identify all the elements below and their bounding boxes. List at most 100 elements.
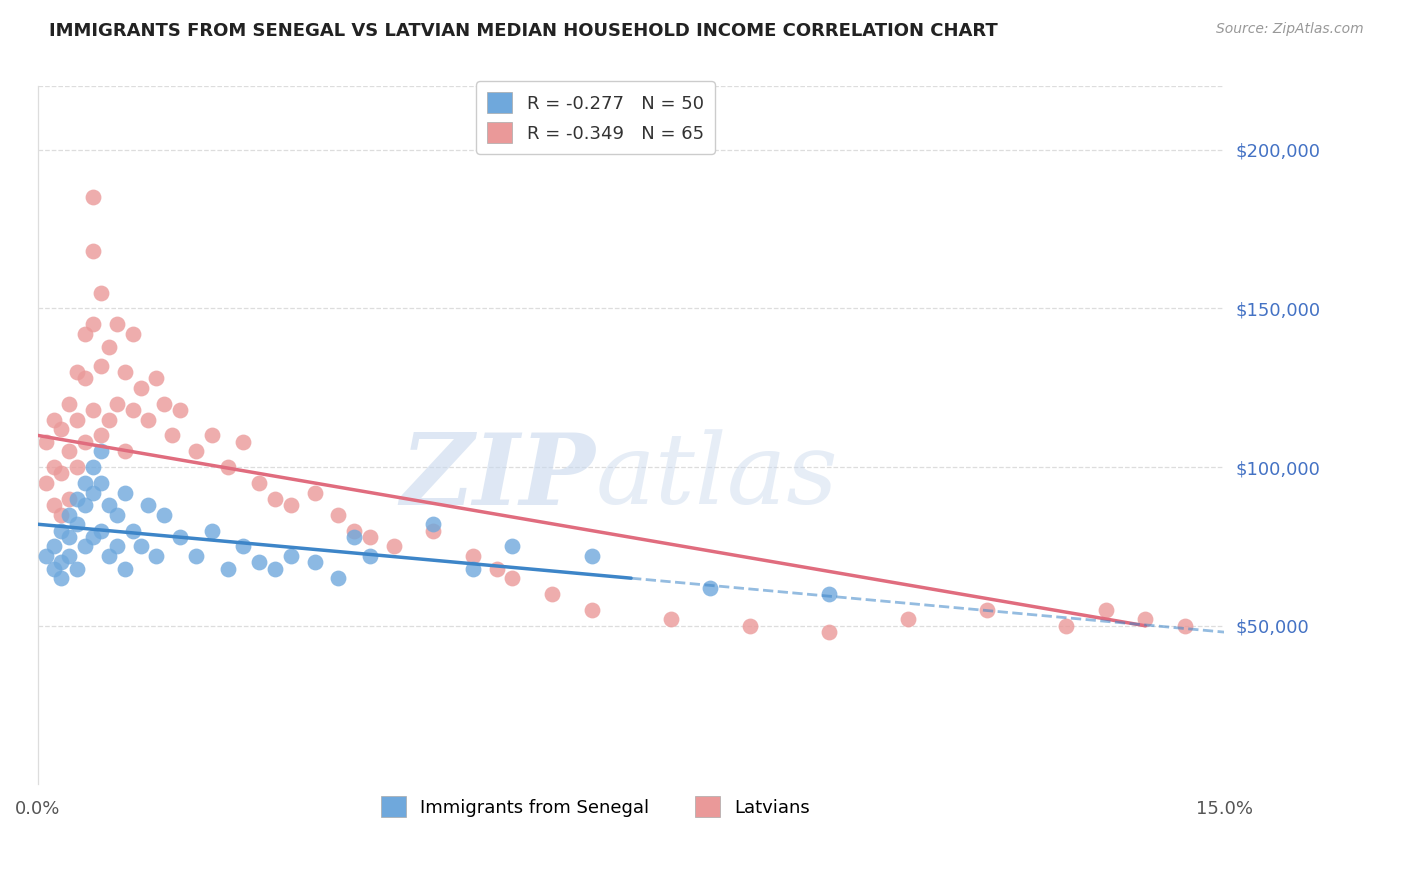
Text: atlas: atlas xyxy=(596,430,838,524)
Point xyxy=(541,587,564,601)
Point xyxy=(34,475,56,490)
Point xyxy=(114,562,136,576)
Point xyxy=(280,498,302,512)
Point xyxy=(90,444,112,458)
Point xyxy=(82,460,104,475)
Point xyxy=(51,571,73,585)
Point xyxy=(90,285,112,300)
Point xyxy=(82,403,104,417)
Point xyxy=(105,540,128,554)
Point xyxy=(153,397,176,411)
Point xyxy=(58,491,80,506)
Point xyxy=(501,571,523,585)
Point xyxy=(51,524,73,538)
Point xyxy=(201,524,224,538)
Point xyxy=(66,412,89,426)
Point xyxy=(485,562,508,576)
Point xyxy=(1054,619,1077,633)
Point xyxy=(82,485,104,500)
Point xyxy=(217,460,239,475)
Point xyxy=(58,444,80,458)
Point xyxy=(328,571,350,585)
Point xyxy=(264,491,287,506)
Point xyxy=(97,412,120,426)
Point xyxy=(34,434,56,449)
Point xyxy=(976,603,998,617)
Point xyxy=(581,603,603,617)
Point xyxy=(184,549,207,563)
Point xyxy=(129,381,152,395)
Point xyxy=(169,530,191,544)
Point xyxy=(51,555,73,569)
Point xyxy=(160,428,183,442)
Point xyxy=(422,524,444,538)
Point xyxy=(818,587,841,601)
Text: Source: ZipAtlas.com: Source: ZipAtlas.com xyxy=(1216,22,1364,37)
Point xyxy=(343,524,366,538)
Point xyxy=(51,422,73,436)
Point xyxy=(145,371,167,385)
Point xyxy=(501,540,523,554)
Point xyxy=(75,540,97,554)
Point xyxy=(121,403,143,417)
Point xyxy=(34,549,56,563)
Point xyxy=(264,562,287,576)
Point xyxy=(82,530,104,544)
Text: ZIP: ZIP xyxy=(401,429,596,525)
Point xyxy=(461,549,484,563)
Legend: Immigrants from Senegal, Latvians: Immigrants from Senegal, Latvians xyxy=(374,789,817,824)
Point xyxy=(461,562,484,576)
Point xyxy=(217,562,239,576)
Point xyxy=(51,508,73,522)
Point xyxy=(105,318,128,332)
Point xyxy=(114,444,136,458)
Point xyxy=(304,485,326,500)
Text: IMMIGRANTS FROM SENEGAL VS LATVIAN MEDIAN HOUSEHOLD INCOME CORRELATION CHART: IMMIGRANTS FROM SENEGAL VS LATVIAN MEDIA… xyxy=(49,22,998,40)
Point xyxy=(1094,603,1116,617)
Point xyxy=(90,428,112,442)
Point xyxy=(75,498,97,512)
Point xyxy=(58,549,80,563)
Point xyxy=(97,340,120,354)
Point xyxy=(138,498,160,512)
Point xyxy=(382,540,405,554)
Point xyxy=(66,491,89,506)
Point xyxy=(232,434,254,449)
Point xyxy=(1135,612,1157,626)
Point xyxy=(90,475,112,490)
Point xyxy=(75,326,97,341)
Point xyxy=(121,326,143,341)
Point xyxy=(42,540,65,554)
Point xyxy=(51,467,73,481)
Point xyxy=(42,498,65,512)
Point xyxy=(232,540,254,554)
Point xyxy=(105,508,128,522)
Point xyxy=(659,612,682,626)
Point xyxy=(201,428,224,442)
Point xyxy=(105,397,128,411)
Point xyxy=(169,403,191,417)
Point xyxy=(66,562,89,576)
Point xyxy=(114,485,136,500)
Point xyxy=(247,475,270,490)
Point xyxy=(97,498,120,512)
Point xyxy=(359,549,381,563)
Point xyxy=(82,244,104,259)
Point xyxy=(97,549,120,563)
Point xyxy=(738,619,761,633)
Point xyxy=(75,434,97,449)
Point xyxy=(42,460,65,475)
Point xyxy=(75,371,97,385)
Point xyxy=(280,549,302,563)
Point xyxy=(818,625,841,640)
Point xyxy=(129,540,152,554)
Point xyxy=(304,555,326,569)
Point xyxy=(58,508,80,522)
Point xyxy=(121,524,143,538)
Point xyxy=(58,530,80,544)
Point xyxy=(422,517,444,532)
Point xyxy=(897,612,920,626)
Point xyxy=(82,190,104,204)
Point xyxy=(184,444,207,458)
Point xyxy=(90,359,112,373)
